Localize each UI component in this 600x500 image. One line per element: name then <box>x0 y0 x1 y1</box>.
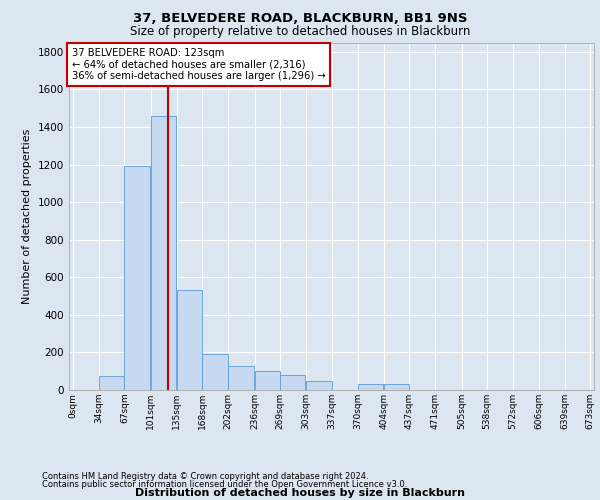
Text: Distribution of detached houses by size in Blackburn: Distribution of detached houses by size … <box>135 488 465 498</box>
Bar <box>229 366 254 390</box>
Bar <box>99 376 124 390</box>
Bar <box>124 166 150 390</box>
Text: Contains public sector information licensed under the Open Government Licence v3: Contains public sector information licen… <box>42 480 407 489</box>
Y-axis label: Number of detached properties: Number of detached properties <box>22 128 32 304</box>
Bar <box>280 375 305 390</box>
Bar <box>306 380 331 390</box>
Bar <box>202 354 227 390</box>
Text: 37 BELVEDERE ROAD: 123sqm
← 64% of detached houses are smaller (2,316)
36% of se: 37 BELVEDERE ROAD: 123sqm ← 64% of detac… <box>71 48 325 81</box>
Text: 37, BELVEDERE ROAD, BLACKBURN, BB1 9NS: 37, BELVEDERE ROAD, BLACKBURN, BB1 9NS <box>133 12 467 26</box>
Bar <box>254 371 280 390</box>
Text: Contains HM Land Registry data © Crown copyright and database right 2024.: Contains HM Land Registry data © Crown c… <box>42 472 368 481</box>
Text: Size of property relative to detached houses in Blackburn: Size of property relative to detached ho… <box>130 25 470 38</box>
Bar <box>384 384 409 390</box>
Bar <box>151 116 176 390</box>
Bar <box>358 384 383 390</box>
Bar <box>177 290 202 390</box>
